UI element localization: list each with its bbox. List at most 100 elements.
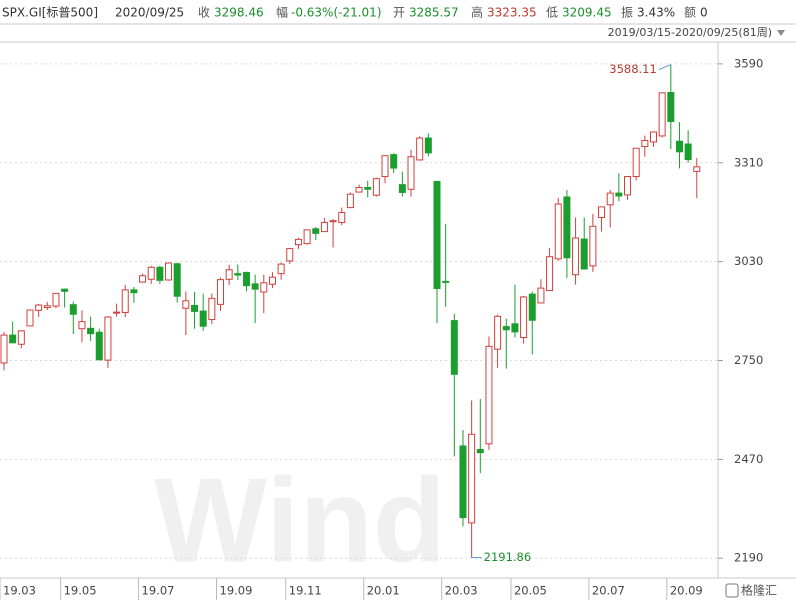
candle-body	[537, 287, 545, 304]
candle-body	[156, 266, 164, 281]
candle-body	[684, 143, 692, 161]
candle-body	[520, 296, 528, 339]
header-label: 开	[393, 6, 405, 20]
candle-body	[17, 330, 25, 345]
candle-body	[572, 237, 580, 276]
candle-body	[329, 220, 337, 223]
candle-body	[121, 289, 129, 313]
candle-body	[173, 263, 181, 297]
candle-body	[598, 206, 606, 218]
candle-body	[52, 292, 60, 307]
candle-body	[95, 331, 103, 361]
candle-body	[234, 273, 242, 276]
x-tick-label: 20.07	[592, 584, 625, 598]
x-tick-label: 19.07	[142, 584, 175, 598]
max-pointer	[658, 64, 672, 71]
candle-body	[217, 279, 224, 305]
candle-body	[468, 433, 476, 524]
candle-body	[260, 282, 268, 293]
candle-body	[494, 315, 502, 350]
candle-body	[450, 320, 458, 375]
candle-body	[554, 203, 562, 260]
candle-body	[563, 196, 571, 259]
header-value: 3298.46	[214, 6, 264, 20]
watermark: Wind	[154, 454, 446, 588]
header-value: 3209.45	[562, 6, 612, 20]
logo: 格隆汇	[741, 583, 777, 598]
candle-body	[294, 238, 302, 246]
candle-body	[693, 166, 701, 172]
candle-body	[277, 263, 285, 275]
candle-body	[268, 276, 276, 285]
candle-body	[424, 137, 432, 154]
candle-body	[130, 289, 138, 294]
candle-body	[476, 448, 484, 454]
x-tick-label: 19.05	[64, 584, 97, 598]
min-label: 2191.86	[484, 550, 532, 564]
header-value: -0.63%(-21.01)	[291, 6, 382, 20]
header-label: 振	[621, 6, 633, 20]
candle-body	[641, 140, 649, 148]
candle-body	[9, 334, 17, 344]
candle-body	[485, 345, 493, 445]
candle-body	[502, 326, 510, 331]
x-tick-label: 20.01	[367, 584, 400, 598]
header-label: 幅	[276, 5, 288, 20]
candle-body	[398, 184, 406, 193]
candle-body	[61, 288, 69, 292]
candle-body	[338, 212, 346, 223]
candle-body	[650, 131, 657, 143]
candle-body	[675, 140, 683, 153]
x-tick-label: 20.05	[514, 584, 547, 598]
y-tick-label: 2470	[734, 452, 763, 466]
candle-body	[390, 154, 398, 169]
logo-icon	[725, 583, 739, 598]
date-range: 2019/03/15-2020/09/25(81周)	[608, 26, 772, 39]
candle-body	[26, 309, 34, 327]
y-tick-label: 3590	[734, 56, 763, 70]
header-value: 0	[700, 6, 708, 20]
candle-body	[528, 293, 536, 321]
candle-body	[35, 304, 43, 311]
candle-body	[346, 193, 354, 209]
candle-body	[624, 176, 632, 196]
candle-body	[320, 221, 328, 233]
header-label: 低	[546, 6, 558, 20]
candle-body	[69, 304, 77, 315]
y-tick-label: 2750	[734, 353, 763, 367]
candle-body	[182, 300, 190, 309]
candle-body	[113, 311, 121, 314]
candle-body	[546, 256, 554, 292]
candle-body	[511, 323, 519, 333]
header-value: 3285.57	[409, 6, 459, 20]
candle-body	[0, 334, 8, 364]
header-label: 高	[471, 5, 483, 20]
header-value: 3323.35	[487, 6, 537, 20]
x-tick-label: 20.03	[445, 584, 478, 598]
header-label: 额	[684, 6, 696, 20]
candle-body	[312, 228, 320, 234]
candle-body	[43, 305, 51, 309]
candle-body	[416, 137, 424, 161]
candle-body	[372, 178, 380, 196]
candle-body	[381, 155, 389, 178]
candle-body	[364, 186, 372, 190]
candle-body	[606, 192, 614, 206]
candle-body	[459, 445, 467, 519]
candle-body	[355, 186, 363, 193]
security-code: SPX.GI[标普500]	[2, 6, 98, 20]
candle-body	[242, 272, 250, 287]
candle-body	[251, 283, 259, 290]
candle-body	[139, 275, 147, 283]
candle-body	[433, 180, 441, 289]
x-tick-label: 20.09	[670, 584, 703, 598]
x-tick-label: 19.11	[289, 584, 322, 598]
candle-body	[303, 229, 311, 245]
candle-body	[589, 225, 597, 267]
range-dropdown[interactable]	[777, 30, 785, 36]
candle-body	[286, 248, 294, 262]
candle-body	[165, 262, 173, 281]
candle-body	[667, 91, 675, 122]
